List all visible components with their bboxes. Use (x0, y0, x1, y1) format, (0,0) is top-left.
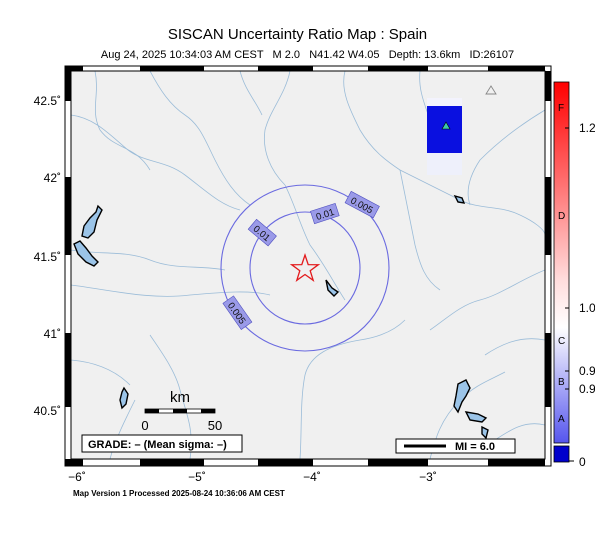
station-triangle (441, 121, 451, 130)
colorbar-value: 1.2 (579, 121, 595, 135)
x-tick-label: −6˚ (68, 470, 86, 484)
epicenter-star-icon (289, 252, 321, 282)
colorbar-value: 0 (579, 455, 586, 469)
map-subtitle: Aug 24, 2025 10:34:03 AM CEST M 2.0 N41.… (0, 49, 595, 61)
rivers (71, 71, 545, 459)
event-id: ID:26107 (469, 49, 515, 61)
contour-lines (220, 184, 390, 352)
scale-bar: km 0 50 (141, 389, 222, 433)
contour-label-text: 0.01 (315, 207, 336, 223)
lakes (73, 194, 489, 440)
map-footer: Map Version 1 Processed 2025-08-24 10:36… (73, 489, 285, 498)
map-frame (64, 65, 552, 467)
event-magnitude: M 2.0 (272, 49, 301, 61)
colorbar-value: 0.9 (579, 364, 595, 378)
grade-box: GRADE: – (Mean sigma: –) (81, 434, 243, 453)
x-tick-label: −4˚ (303, 470, 321, 484)
event-location: N41.42 W4.05 (309, 49, 380, 61)
colorbar-letter: B (558, 377, 565, 388)
x-tick-label: −5˚ (188, 470, 206, 484)
contour-label-0.01-top: 0.01 (310, 202, 340, 225)
colorbar-letter: A (558, 414, 565, 425)
colorbar-letter: D (558, 211, 565, 222)
colorbar-value: 0.9 (579, 382, 595, 396)
event-depth: Depth: 13.6km (388, 49, 461, 61)
y-tick-label: 42.5˚ (34, 94, 61, 108)
y-tick-label: 41˚ (44, 327, 61, 341)
y-tick-label: 42˚ (44, 171, 61, 185)
x-tick-label: −3˚ (419, 470, 437, 484)
colorbar: F D C B A 1.2 1.0 0.9 0.9 0 (553, 81, 595, 469)
contour-0.005 (220, 184, 390, 352)
station-triangle-outline (485, 85, 497, 95)
scale-start: 0 (141, 418, 148, 433)
colorbar-value: 1.0 (579, 301, 595, 315)
scale-unit: km (170, 389, 190, 406)
map-title: SISCAN Uncertainty Ratio Map : Spain (167, 26, 428, 43)
y-tick-label: 40.5˚ (34, 404, 61, 418)
contour-0.01 (249, 211, 361, 325)
mi-legend: MI = 6.0 (395, 438, 516, 454)
event-date: Aug 24, 2025 10:34:03 AM CEST (100, 49, 264, 61)
uncertainty-cells (427, 98, 462, 175)
y-tick-label: 41.5˚ (34, 250, 61, 264)
mi-legend-text: MI = 6.0 (455, 441, 495, 453)
x-axis-labels: −6˚ −5˚ −4˚ −3˚ (68, 470, 437, 484)
y-axis-labels: 42.5˚ 42˚ 41.5˚ 41˚ 40.5˚ (34, 94, 61, 418)
grade-text: GRADE: – (Mean sigma: –) (88, 439, 227, 451)
colorbar-letter: F (558, 103, 564, 114)
scale-end: 50 (208, 418, 222, 433)
colorbar-letter: C (558, 336, 565, 347)
